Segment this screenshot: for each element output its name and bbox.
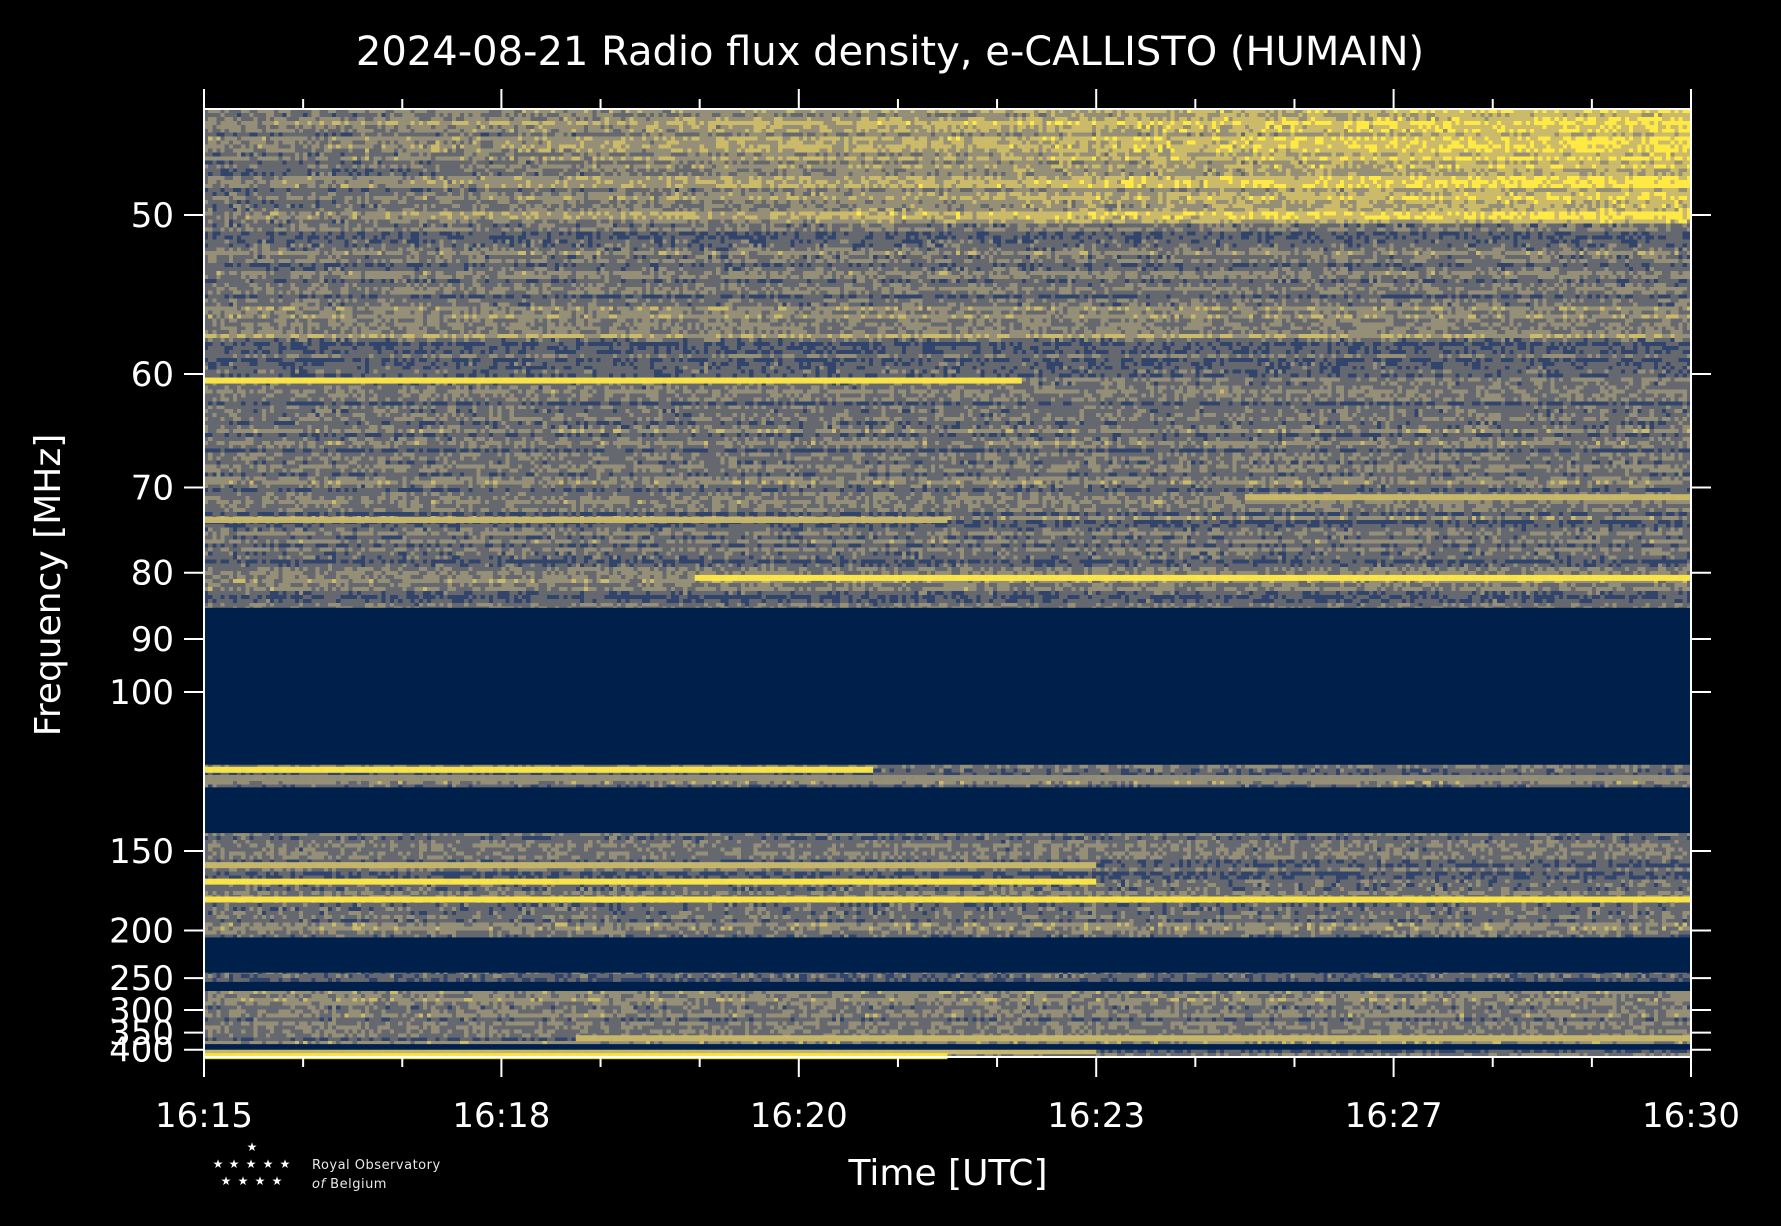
y-tick-label: 400 (109, 1031, 174, 1071)
logo-star-icon: ★ (246, 1157, 257, 1171)
royal-observatory-logo: ★ ★ ★ ★ ★ ★ ★ ★ ★ ★ Royal Observatory of Belgium (213, 1140, 441, 1192)
y-tick-label: 150 (109, 832, 174, 872)
y-axis-label: Frequency [MHz] (28, 434, 69, 737)
y-tick-label: 250 (109, 959, 174, 999)
y-tick-label: 200 (109, 911, 174, 951)
logo-star-icon: ★ (238, 1174, 249, 1188)
bright-line (204, 766, 874, 773)
bright-line (204, 878, 1097, 885)
masked-band (204, 607, 1691, 765)
y-tick-label: 300 (109, 991, 174, 1031)
heatmap-raster (204, 109, 1691, 1057)
bright-line (204, 1048, 1097, 1055)
x-tick-label: 16:18 (452, 1096, 550, 1136)
logo-star-icon: ★ (263, 1157, 274, 1171)
logo-star-icon: ★ (255, 1174, 266, 1188)
plot-area (203, 108, 1692, 1060)
y-tick-label: 50 (131, 196, 174, 236)
x-tick-label: 16:27 (1345, 1096, 1443, 1136)
masked-band (204, 937, 1691, 973)
bright-line (204, 862, 1097, 869)
logo-stars: ★ ★ ★ ★ ★ ★ ★ ★ ★ ★ (213, 1140, 291, 1188)
x-tick-label: 16:15 (155, 1096, 253, 1136)
y-tick-label: 350 (109, 1014, 174, 1054)
masked-band (204, 787, 1691, 834)
y-tick-label: 60 (131, 355, 174, 395)
bright-line (204, 517, 948, 524)
chart-title: 2024-08-21 Radio flux density, e-CALLIST… (356, 29, 1424, 75)
logo-star-icon: ★ (280, 1157, 291, 1171)
x-tick-label: 16:30 (1642, 1096, 1740, 1136)
bright-line (1244, 494, 1691, 501)
logo-star-icon: ★ (272, 1174, 283, 1188)
logo-text-line1: Royal Observatory (312, 1158, 441, 1173)
logo-star-icon: ★ (221, 1174, 232, 1188)
x-axis: 16:15 16:18 16:20 16:23 16:27 16:30 (155, 89, 1740, 1136)
bright-line (575, 1035, 1691, 1042)
y-tick-label: 70 (131, 469, 174, 509)
masked-band (204, 981, 1691, 991)
logo-star-icon: ★ (247, 1140, 258, 1154)
logo-text-line2: of Belgium (312, 1177, 387, 1192)
x-tick-label: 16:23 (1047, 1096, 1145, 1136)
masked-bands (204, 607, 1691, 1050)
plot-frame (203, 108, 1692, 1058)
logo-text-of: of (312, 1177, 327, 1192)
bright-line (204, 774, 1691, 781)
y-tick-label: 100 (109, 673, 174, 713)
bright-line (204, 377, 1022, 384)
bright-line (204, 896, 1691, 903)
logo-text-belgium: Belgium (330, 1177, 387, 1192)
logo-star-icon: ★ (213, 1157, 224, 1171)
y-tick-label: 90 (131, 620, 174, 660)
x-axis-label: Time [UTC] (847, 1153, 1047, 1194)
x-tick-label: 16:20 (750, 1096, 848, 1136)
masked-band (204, 1044, 1691, 1050)
y-tick-label: 80 (131, 554, 174, 594)
logo-star-icon: ★ (229, 1157, 240, 1171)
heatmap-image (204, 109, 1691, 1057)
bright-line (694, 574, 1691, 581)
